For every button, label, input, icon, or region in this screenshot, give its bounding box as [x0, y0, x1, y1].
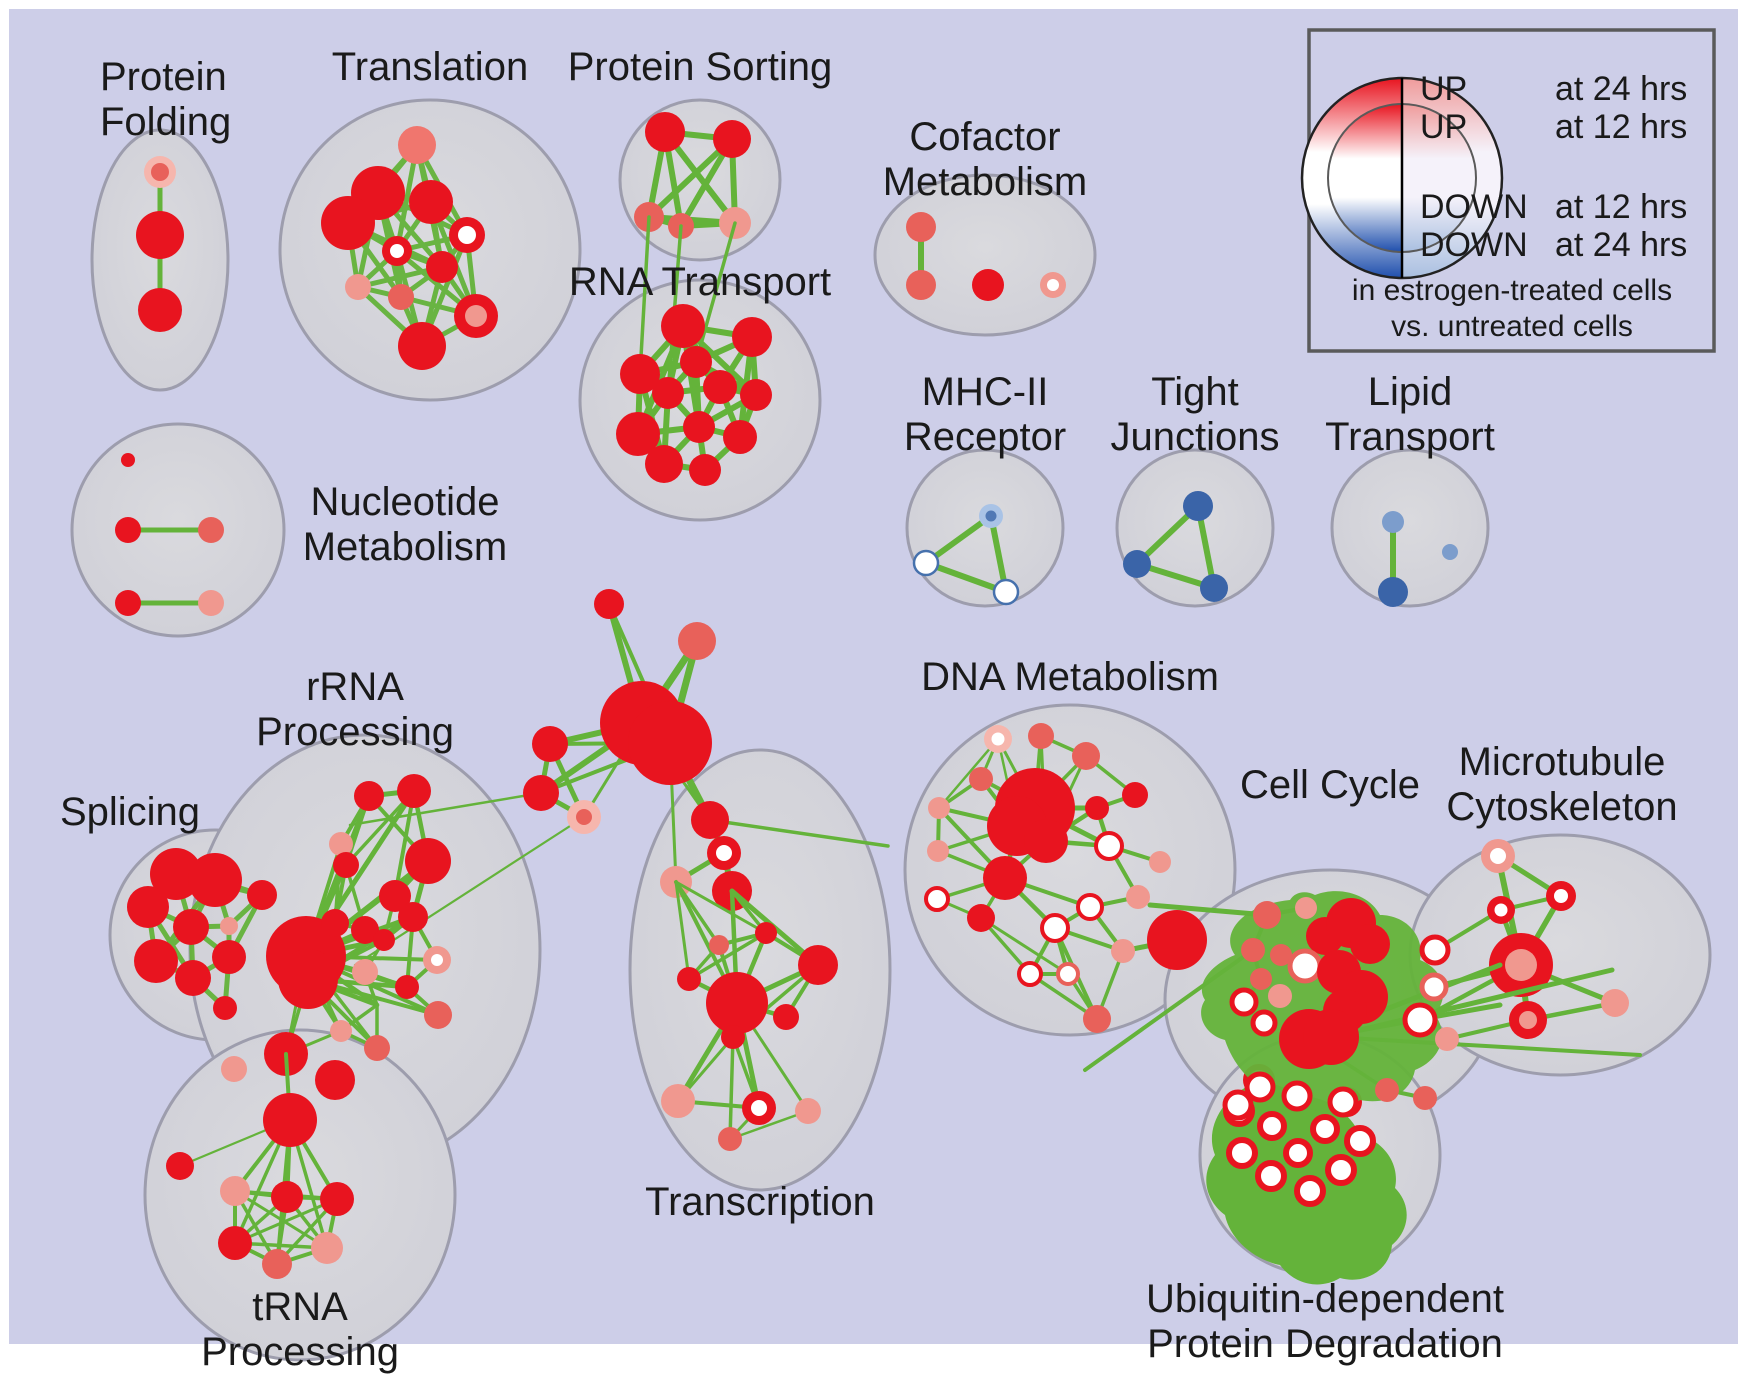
svg-text:Splicing: Splicing: [60, 790, 200, 834]
svg-text:Tight: Tight: [1151, 370, 1238, 414]
svg-text:Cofactor: Cofactor: [909, 115, 1060, 159]
svg-text:Lipid: Lipid: [1368, 370, 1453, 414]
svg-text:Processing: Processing: [201, 1330, 399, 1374]
svg-text:RNA Transport: RNA Transport: [569, 260, 831, 304]
svg-text:DOWN: DOWN: [1420, 226, 1528, 264]
svg-text:Cell Cycle: Cell Cycle: [1240, 763, 1420, 807]
svg-text:Protein Sorting: Protein Sorting: [568, 45, 833, 89]
svg-text:Protein Degradation: Protein Degradation: [1147, 1322, 1503, 1366]
svg-text:Cytoskeleton: Cytoskeleton: [1446, 785, 1677, 829]
svg-text:MHC-II: MHC-II: [922, 370, 1049, 414]
svg-text:Protein: Protein: [100, 55, 227, 99]
svg-text:Ubiquitin-dependent: Ubiquitin-dependent: [1146, 1277, 1504, 1321]
svg-text:tRNA: tRNA: [252, 1285, 348, 1329]
svg-text:in estrogen-treated cells: in estrogen-treated cells: [1352, 274, 1672, 307]
svg-text:Metabolism: Metabolism: [303, 525, 508, 569]
svg-text:at 12 hrs: at 12 hrs: [1555, 188, 1687, 226]
svg-text:Folding: Folding: [100, 100, 231, 144]
svg-text:Translation: Translation: [332, 45, 528, 89]
svg-text:DNA Metabolism: DNA Metabolism: [921, 655, 1219, 699]
svg-text:vs. untreated cells: vs. untreated cells: [1391, 310, 1633, 343]
svg-text:Processing: Processing: [256, 710, 454, 754]
svg-text:Nucleotide: Nucleotide: [310, 480, 499, 524]
svg-text:UP: UP: [1420, 70, 1467, 108]
svg-text:at 24 hrs: at 24 hrs: [1555, 70, 1687, 108]
svg-text:at 12 hrs: at 12 hrs: [1555, 108, 1687, 146]
svg-text:at 24 hrs: at 24 hrs: [1555, 226, 1687, 264]
svg-text:Transport: Transport: [1325, 415, 1495, 459]
svg-text:rRNA: rRNA: [306, 665, 404, 709]
svg-text:Junctions: Junctions: [1111, 415, 1280, 459]
svg-text:UP: UP: [1420, 108, 1467, 146]
svg-text:Receptor: Receptor: [904, 415, 1066, 459]
svg-text:Microtubule: Microtubule: [1459, 740, 1666, 784]
svg-text:Metabolism: Metabolism: [883, 160, 1088, 204]
svg-text:DOWN: DOWN: [1420, 188, 1528, 226]
svg-text:Transcription: Transcription: [645, 1180, 875, 1224]
